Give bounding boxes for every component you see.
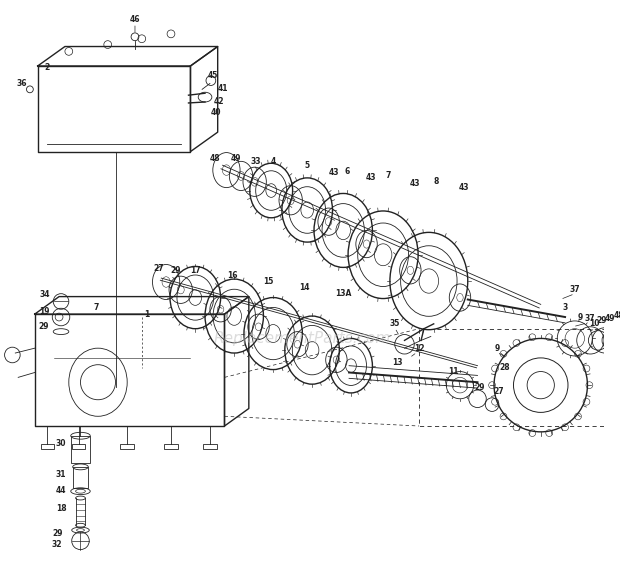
Text: 14: 14	[299, 283, 309, 292]
Text: 49: 49	[604, 314, 615, 323]
Text: 35: 35	[389, 319, 400, 328]
Text: 9: 9	[494, 343, 500, 352]
Text: 11: 11	[448, 367, 458, 376]
Bar	[120, 443, 134, 450]
Bar	[40, 443, 54, 450]
Text: 10: 10	[589, 319, 600, 328]
Text: 37: 37	[584, 315, 595, 324]
Text: 2: 2	[45, 63, 50, 72]
Text: 18: 18	[56, 504, 66, 513]
Text: 48: 48	[613, 311, 620, 320]
Bar	[73, 467, 88, 488]
Text: 28: 28	[500, 363, 510, 372]
Text: 17: 17	[190, 266, 201, 275]
Text: 19: 19	[39, 307, 50, 316]
Text: 43: 43	[459, 183, 469, 192]
Text: 41: 41	[217, 84, 228, 93]
Bar	[164, 443, 178, 450]
Text: 12: 12	[414, 343, 424, 352]
Text: 27: 27	[494, 387, 504, 396]
Text: 29: 29	[597, 316, 608, 325]
Text: 7: 7	[94, 303, 99, 312]
Text: 15: 15	[263, 277, 273, 287]
Text: 40: 40	[211, 108, 221, 117]
Text: 45: 45	[208, 71, 218, 80]
Bar	[71, 436, 91, 463]
Text: 6: 6	[345, 166, 350, 175]
Text: 43: 43	[328, 168, 339, 177]
Text: 13A: 13A	[335, 289, 352, 298]
Text: 3: 3	[562, 303, 568, 312]
Text: 46: 46	[130, 15, 140, 24]
Text: 7: 7	[385, 171, 391, 180]
Text: 13: 13	[392, 358, 403, 367]
Text: 32: 32	[52, 540, 63, 549]
Text: 43: 43	[365, 173, 376, 182]
Text: 43: 43	[410, 179, 420, 188]
Text: 48: 48	[210, 154, 220, 163]
Text: 1: 1	[144, 310, 149, 319]
Text: 30: 30	[56, 439, 66, 448]
Text: 29: 29	[38, 322, 49, 331]
Bar	[203, 443, 217, 450]
Text: 42: 42	[213, 96, 224, 105]
Text: 36: 36	[17, 79, 27, 88]
Text: 49: 49	[231, 154, 241, 163]
Text: 34: 34	[39, 290, 50, 299]
Text: 29: 29	[474, 382, 485, 391]
Text: 44: 44	[56, 486, 66, 495]
Text: 4: 4	[270, 157, 276, 166]
Text: 33: 33	[250, 157, 261, 166]
Text: 37: 37	[570, 285, 580, 294]
Text: 8: 8	[434, 177, 440, 186]
Text: 29: 29	[170, 266, 181, 275]
Text: 31: 31	[56, 470, 66, 479]
Text: 16: 16	[227, 271, 237, 280]
Text: 29: 29	[52, 528, 63, 537]
Text: 27: 27	[153, 264, 164, 273]
Bar	[72, 443, 86, 450]
Text: 9: 9	[578, 312, 583, 321]
Text: ReplacementParts.com: ReplacementParts.com	[214, 331, 391, 346]
Text: 5: 5	[304, 161, 310, 170]
